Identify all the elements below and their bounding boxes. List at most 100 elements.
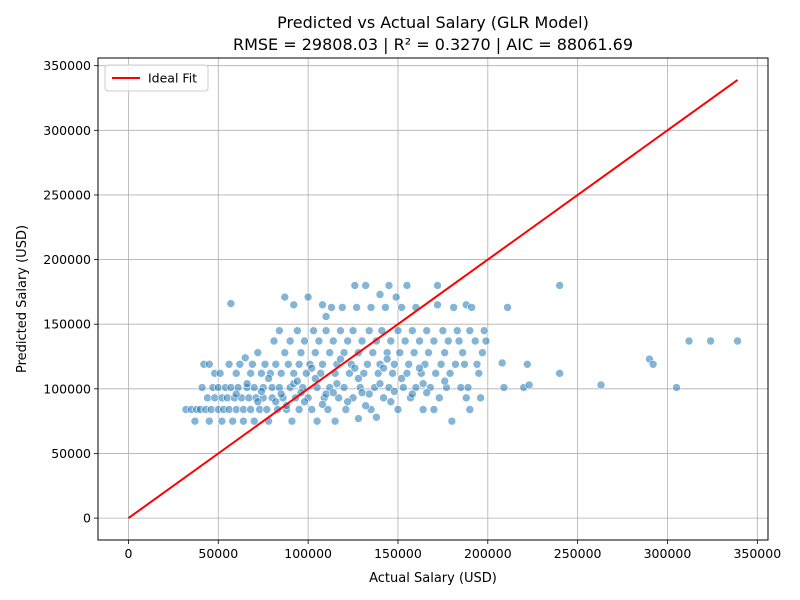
data-point xyxy=(465,326,475,335)
data-point xyxy=(257,387,266,396)
data-point xyxy=(408,389,417,399)
data-point xyxy=(523,359,532,369)
data-point xyxy=(357,336,367,346)
data-point xyxy=(357,388,367,398)
data-point xyxy=(672,383,681,392)
data-point xyxy=(467,303,476,312)
data-point xyxy=(384,281,394,290)
data-point xyxy=(440,376,449,386)
data-point xyxy=(262,405,272,414)
data-point xyxy=(465,405,475,414)
data-point xyxy=(418,405,428,414)
data-point xyxy=(366,303,376,312)
data-point xyxy=(190,416,200,426)
data-point xyxy=(289,369,299,378)
data-point xyxy=(226,299,236,308)
data-point xyxy=(395,348,405,357)
data-point xyxy=(399,383,408,392)
data-point xyxy=(280,348,290,357)
data-point xyxy=(334,393,343,403)
data-point xyxy=(332,379,342,388)
legend-box xyxy=(104,64,209,92)
data-point xyxy=(431,369,441,378)
data-point xyxy=(321,326,331,335)
data-point xyxy=(418,379,428,388)
x-tick-label: 150000 xyxy=(374,546,422,561)
data-point xyxy=(350,363,360,373)
data-point xyxy=(382,354,392,364)
data-point xyxy=(343,336,352,346)
data-point xyxy=(478,348,487,357)
data-point xyxy=(433,281,442,290)
legend-label-ideal-fit: Ideal Fit xyxy=(148,71,197,86)
data-point xyxy=(386,397,396,407)
data-point xyxy=(497,358,507,368)
data-point xyxy=(328,388,338,398)
data-point xyxy=(373,369,383,378)
data-point xyxy=(255,405,264,414)
data-point xyxy=(381,303,390,312)
data-point xyxy=(253,397,263,407)
data-point xyxy=(555,281,564,290)
y-axis-label: Predicted Salary (USD) xyxy=(15,225,30,373)
data-point xyxy=(215,369,225,378)
data-point xyxy=(411,383,421,392)
data-point xyxy=(379,393,388,403)
data-point xyxy=(368,348,378,357)
data-point xyxy=(226,383,236,392)
x-tick-label: 350000 xyxy=(733,546,781,561)
data-point xyxy=(271,397,281,407)
data-point xyxy=(323,405,333,414)
x-tick-label: 200000 xyxy=(464,546,512,561)
y-tick-label: 300000 xyxy=(43,123,91,138)
data-point xyxy=(402,369,412,378)
data-point xyxy=(476,393,485,403)
x-tick-label: 50000 xyxy=(198,546,238,561)
data-point xyxy=(224,359,234,369)
data-point xyxy=(440,348,449,357)
data-point xyxy=(314,336,324,346)
data-point xyxy=(415,363,424,373)
data-point xyxy=(348,326,358,335)
data-point xyxy=(312,416,322,426)
data-point xyxy=(429,336,439,346)
data-point xyxy=(472,359,482,369)
data-point xyxy=(388,369,397,378)
data-point xyxy=(429,405,439,414)
data-point xyxy=(316,369,326,378)
data-point xyxy=(267,383,277,392)
data-point xyxy=(456,383,466,392)
y-tick-label: 50000 xyxy=(51,446,91,461)
data-point xyxy=(280,292,290,302)
data-point xyxy=(248,359,257,369)
data-point xyxy=(260,359,270,369)
data-point xyxy=(205,359,214,369)
data-point xyxy=(244,393,254,403)
data-point xyxy=(339,348,349,357)
data-point xyxy=(224,405,234,414)
data-point xyxy=(296,348,306,357)
data-point xyxy=(474,369,484,378)
data-point xyxy=(239,405,248,414)
y-axis-ticks: 0 50000 100000 150000 200000 250000 300000 3500… xyxy=(43,58,98,526)
data-point xyxy=(300,397,309,407)
data-point xyxy=(397,374,406,383)
data-point xyxy=(203,393,212,403)
data-point xyxy=(287,416,297,426)
data-point xyxy=(350,281,360,290)
data-point xyxy=(461,393,471,403)
data-point xyxy=(242,379,252,388)
data-point xyxy=(276,369,286,378)
data-point xyxy=(293,326,302,335)
data-point xyxy=(257,369,266,378)
x-tick-label: 250000 xyxy=(554,546,602,561)
y-tick-label: 100000 xyxy=(43,381,91,396)
data-points xyxy=(181,281,742,426)
ideal-fit-line xyxy=(127,79,739,519)
data-point xyxy=(246,405,255,414)
data-point xyxy=(524,380,534,390)
data-point xyxy=(454,336,464,346)
data-point xyxy=(285,336,295,346)
